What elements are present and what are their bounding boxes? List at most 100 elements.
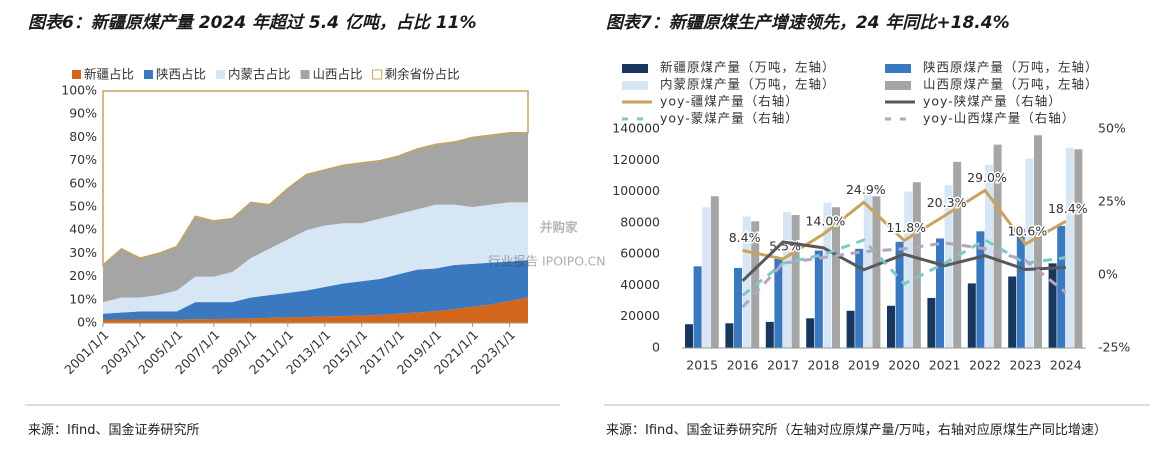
data-label: 11.8%: [886, 220, 926, 235]
area: [103, 260, 528, 320]
bar: [1034, 135, 1042, 348]
y2-tick-label: 0%: [1098, 267, 1118, 282]
legend-label: 剩余省份占比: [385, 67, 460, 82]
x-tick-label: 2015: [686, 358, 718, 373]
y-tick-label: 100000: [612, 183, 660, 198]
bar: [791, 215, 800, 348]
y-tick-label: 20000: [620, 308, 660, 323]
y-tick-label: 80%: [69, 129, 97, 144]
bar: [895, 241, 904, 348]
y2-tick-label: 50%: [1098, 121, 1126, 136]
data-label: 18.4%: [1048, 201, 1088, 216]
y-tick-label: 30%: [69, 245, 97, 260]
legend-swatch: [72, 70, 81, 79]
bar: [774, 258, 783, 348]
legend-swatch: [622, 81, 648, 90]
watermark: 并购家: [540, 220, 578, 235]
bar: [765, 321, 774, 348]
y-tick-label: 80000: [620, 214, 660, 229]
bar: [927, 297, 936, 348]
x-tick-label: 2023: [1009, 358, 1041, 373]
bar: [872, 196, 881, 348]
legend-label: 内蒙古占比: [228, 67, 291, 82]
bar: [1074, 149, 1083, 348]
legend-label: 新疆占比: [84, 67, 134, 82]
x-tick-label: 2022: [969, 358, 1001, 373]
y-tick-label: 140000: [612, 121, 660, 136]
legend-label: yoy-蒙煤产量（右轴）: [660, 111, 799, 126]
y-tick-label: 100%: [61, 83, 97, 98]
legend-label: 陕西占比: [156, 67, 206, 82]
legend-swatch: [372, 69, 383, 80]
y-tick-label: 10%: [69, 291, 97, 306]
bar: [912, 182, 921, 348]
legend-label: 山西占比: [313, 67, 363, 82]
y-tick-label: 50%: [69, 199, 97, 214]
area: [103, 297, 528, 323]
legend-label: 新疆原煤产量（万吨，左轴）: [660, 60, 836, 75]
bar: [685, 324, 693, 348]
bar: [846, 310, 855, 348]
x-tick-label: 2019: [848, 358, 880, 373]
y2-tick-label: -25%: [1098, 340, 1130, 355]
x-tick-label: 2017: [767, 358, 799, 373]
bar: [904, 191, 913, 348]
bar: [1065, 147, 1074, 348]
bar: [944, 185, 953, 348]
y-tick-label: 0: [652, 340, 660, 355]
y-tick-label: 40000: [620, 277, 660, 292]
bar: [976, 231, 985, 348]
data-label: 20.3%: [927, 195, 967, 210]
data-label: 14.0%: [806, 214, 846, 229]
x-tick-label: 2021: [929, 358, 961, 373]
data-label: 10.6%: [1008, 224, 1048, 239]
y-tick-label: 120000: [612, 152, 660, 167]
bar: [936, 238, 944, 348]
y-tick-label: 20%: [69, 268, 97, 283]
x-tick-label: 2020: [888, 358, 920, 373]
x-tick-label: 2024: [1050, 358, 1082, 373]
legend-swatch: [144, 70, 154, 79]
legend-label: yoy-疆煤产量（右轴）: [660, 94, 799, 109]
bar: [734, 267, 742, 348]
legend-swatch: [300, 70, 310, 79]
bar: [967, 283, 976, 348]
bar: [725, 323, 734, 348]
x-tick-label: 2018: [807, 358, 839, 373]
legend-label: 陕西原煤产量（万吨，左轴）: [923, 60, 1099, 75]
bar: [814, 250, 823, 348]
y2-tick-label: 25%: [1098, 194, 1126, 209]
legend-label: yoy-山西煤产量（右轴）: [923, 111, 1075, 126]
bar: [1008, 276, 1017, 348]
legend-label: yoy-陕煤产量（右轴）: [923, 94, 1062, 109]
bar: [1025, 158, 1034, 348]
y-tick-label: 0%: [77, 315, 97, 330]
bar: [823, 202, 832, 348]
legend-label: 内蒙原煤产量（万吨，左轴）: [660, 77, 836, 92]
y-tick-label: 40%: [69, 222, 97, 237]
data-label: 24.9%: [846, 182, 886, 197]
y-tick-label: 60%: [69, 175, 97, 190]
area: [103, 202, 528, 314]
legend-swatch: [885, 81, 911, 90]
bar: [1016, 229, 1025, 348]
legend-swatch: [216, 70, 226, 79]
data-label: 29.0%: [967, 170, 1007, 185]
data-label: 8.4%: [729, 230, 761, 245]
line: [741, 238, 1067, 297]
bar: [783, 211, 791, 348]
y-tick-label: 90%: [69, 106, 97, 121]
area: [102, 90, 529, 267]
line: [742, 188, 1067, 261]
legend-swatch: [885, 64, 911, 73]
bar: [693, 266, 702, 348]
legend-swatch: [622, 64, 648, 73]
bar: [887, 305, 895, 348]
x-tick-label: 2016: [727, 358, 759, 373]
bar: [1048, 263, 1057, 348]
chart-title: 图表7：新疆原煤生产增速领先，24 年同比+18.4%: [606, 13, 1010, 33]
legend-label: 山西原煤产量（万吨，左轴）: [923, 77, 1099, 92]
line: [741, 241, 1067, 309]
